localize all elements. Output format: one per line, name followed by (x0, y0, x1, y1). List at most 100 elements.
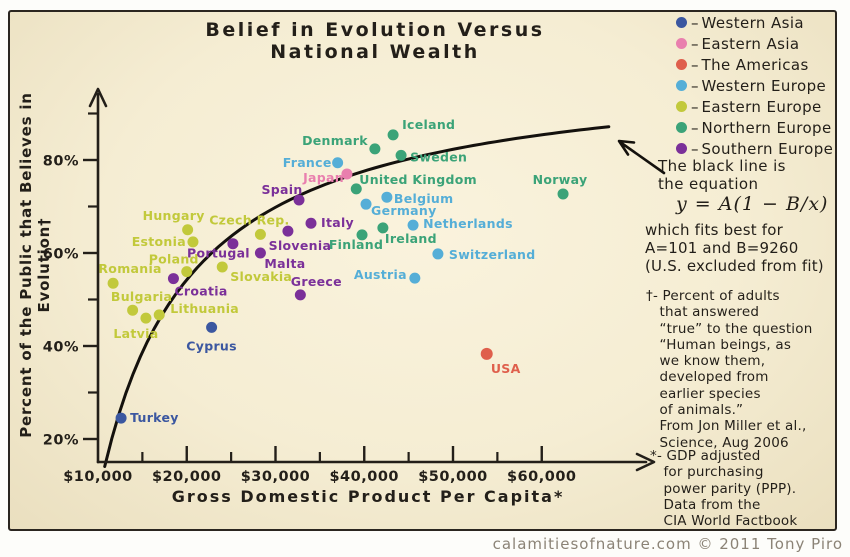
dagger-footnote: †- Percent of adults that answered “true… (646, 288, 812, 451)
point-dot-italy (305, 217, 317, 229)
point-label-austria: Austria (354, 267, 407, 282)
note-line: that answered (646, 304, 760, 321)
note-line: *- GDP adjusted (650, 448, 761, 464)
point-label-france: France (283, 155, 332, 170)
note-line: Data from the (650, 496, 761, 513)
legend-dot-eastern-europe (676, 101, 687, 112)
point-dot-iceland (387, 129, 399, 141)
point-dot-cyprus (206, 321, 218, 333)
note-line: power parity (PPP). (650, 480, 797, 497)
x-axis (96, 452, 656, 472)
point-label-estonia: Estonia (132, 234, 186, 249)
point-label-finland: Finland (329, 237, 383, 252)
point-dot-bulgaria (127, 304, 139, 316)
comic-panel (8, 10, 837, 531)
legend-dash: – (691, 55, 699, 74)
fit-equation: y = A(1 − B/x) (676, 193, 829, 215)
point-label-portugal: Portugal (187, 246, 250, 261)
point-dot-slovenia (282, 225, 294, 237)
point-dot-sweden (395, 149, 407, 161)
legend-dash: – (691, 139, 699, 158)
point-label-usa: USA (491, 361, 521, 376)
point-dot-lithuania (153, 309, 165, 321)
legend-row-americas: – The Americas (676, 54, 833, 75)
point-label-turkey: Turkey (130, 410, 179, 425)
point-label-switzerland: Switzerland (449, 247, 536, 262)
point-label-slovenia: Slovenia (269, 238, 332, 253)
point-dot-usa (480, 347, 493, 360)
point-dot-austria (409, 272, 421, 284)
point-label-poland: Poland (149, 252, 199, 267)
point-label-united-kingdom: United Kingdom (359, 172, 477, 187)
point-dot-slovakia (216, 261, 228, 273)
black-line-note: The black line is the equation (658, 157, 786, 193)
legend-row-eastern-europe: – Eastern Europe (676, 96, 833, 117)
fit-curve (103, 125, 611, 468)
point-label-japan: Japan (302, 170, 344, 185)
point-dot-japan (341, 168, 353, 180)
legend-dot-americas (676, 59, 687, 70)
point-dot-switzerland (432, 248, 444, 260)
point-label-croatia: Croatia (174, 284, 227, 299)
credit-footer: calamitiesofnature.com © 2011 Tony Piro (492, 535, 843, 553)
point-dot-malta (254, 247, 266, 259)
legend-dash: – (691, 34, 699, 53)
fit-parameters-note: which fits best for A=101 and B=9260 (U.S.… (645, 221, 824, 275)
legend-label: Eastern Europe (701, 97, 822, 116)
legend-dash: – (691, 118, 699, 137)
point-dot-netherlands (407, 219, 419, 231)
y-axis-label: Percent of the Public that Believes in E… (17, 92, 53, 438)
legend-row-western-europe: – Western Europe (676, 75, 833, 96)
point-label-greece: Greece (291, 274, 342, 289)
legend-dash: – (691, 76, 699, 95)
legend-label: The Americas (701, 55, 809, 74)
note-line: developed from (646, 369, 769, 386)
note-line: which fits best for (645, 221, 784, 239)
point-label-latvia: Latvia (113, 326, 158, 341)
x-tick-label: $40,000 (329, 469, 399, 485)
point-label-italy: Italy (321, 215, 354, 230)
legend-row-eastern-asia: – Eastern Asia (676, 33, 833, 54)
point-label-denmark: Denmark (302, 133, 368, 148)
point-dot-germany (360, 198, 372, 210)
note-line: “Human beings, as (646, 336, 792, 353)
legend-row-southern-europe: – Southern Europe (676, 138, 833, 159)
note-line: “true” to the question (646, 320, 813, 337)
point-dot-greece (294, 289, 306, 301)
note-line: From Jon Miller et al., (646, 418, 807, 435)
legend-dot-southern-europe (676, 143, 687, 154)
point-label-germany: Germany (371, 203, 437, 218)
y-tick-label: 80% (43, 154, 79, 170)
point-dot-united-kingdom (350, 183, 362, 195)
point-label-slovakia: Slovakia (230, 269, 292, 284)
legend-dot-western-europe (676, 80, 687, 91)
legend-row-western-asia: – Western Asia (676, 12, 833, 33)
point-dot-portugal (227, 238, 239, 250)
y-tick-label: 20% (43, 433, 79, 449)
point-dot-estonia (187, 236, 199, 248)
legend-dot-western-asia (676, 17, 687, 28)
point-label-iceland: Iceland (402, 117, 455, 132)
note-line: A=101 and B=9260 (645, 239, 799, 257)
y-tick-label: 40% (43, 340, 79, 356)
point-dot-poland (181, 266, 193, 278)
legend-row-northern-europe: – Northern Europe (676, 117, 833, 138)
point-label-cyprus: Cyprus (186, 338, 237, 353)
point-label-hungary: Hungary (143, 208, 205, 223)
point-label-belgium: Belgium (394, 191, 454, 206)
legend: – Western Asia – Eastern Asia – The Americas –… (676, 12, 833, 159)
point-dot-romania (107, 277, 119, 289)
chart-title: Belief in Evolution Versus National Weal… (205, 19, 545, 63)
point-dot-latvia (140, 312, 152, 324)
legend-label: Southern Europe (701, 139, 834, 158)
point-dot-croatia (167, 273, 179, 285)
legend-label: Western Asia (701, 13, 805, 32)
x-tick-label: $50,000 (418, 469, 488, 485)
note-line: for purchasing (650, 464, 764, 481)
x-tick-label: $60,000 (507, 469, 577, 485)
point-label-malta: Malta (264, 256, 305, 271)
legend-label: Eastern Asia (701, 34, 800, 53)
x-tick-label: $30,000 (241, 469, 311, 485)
